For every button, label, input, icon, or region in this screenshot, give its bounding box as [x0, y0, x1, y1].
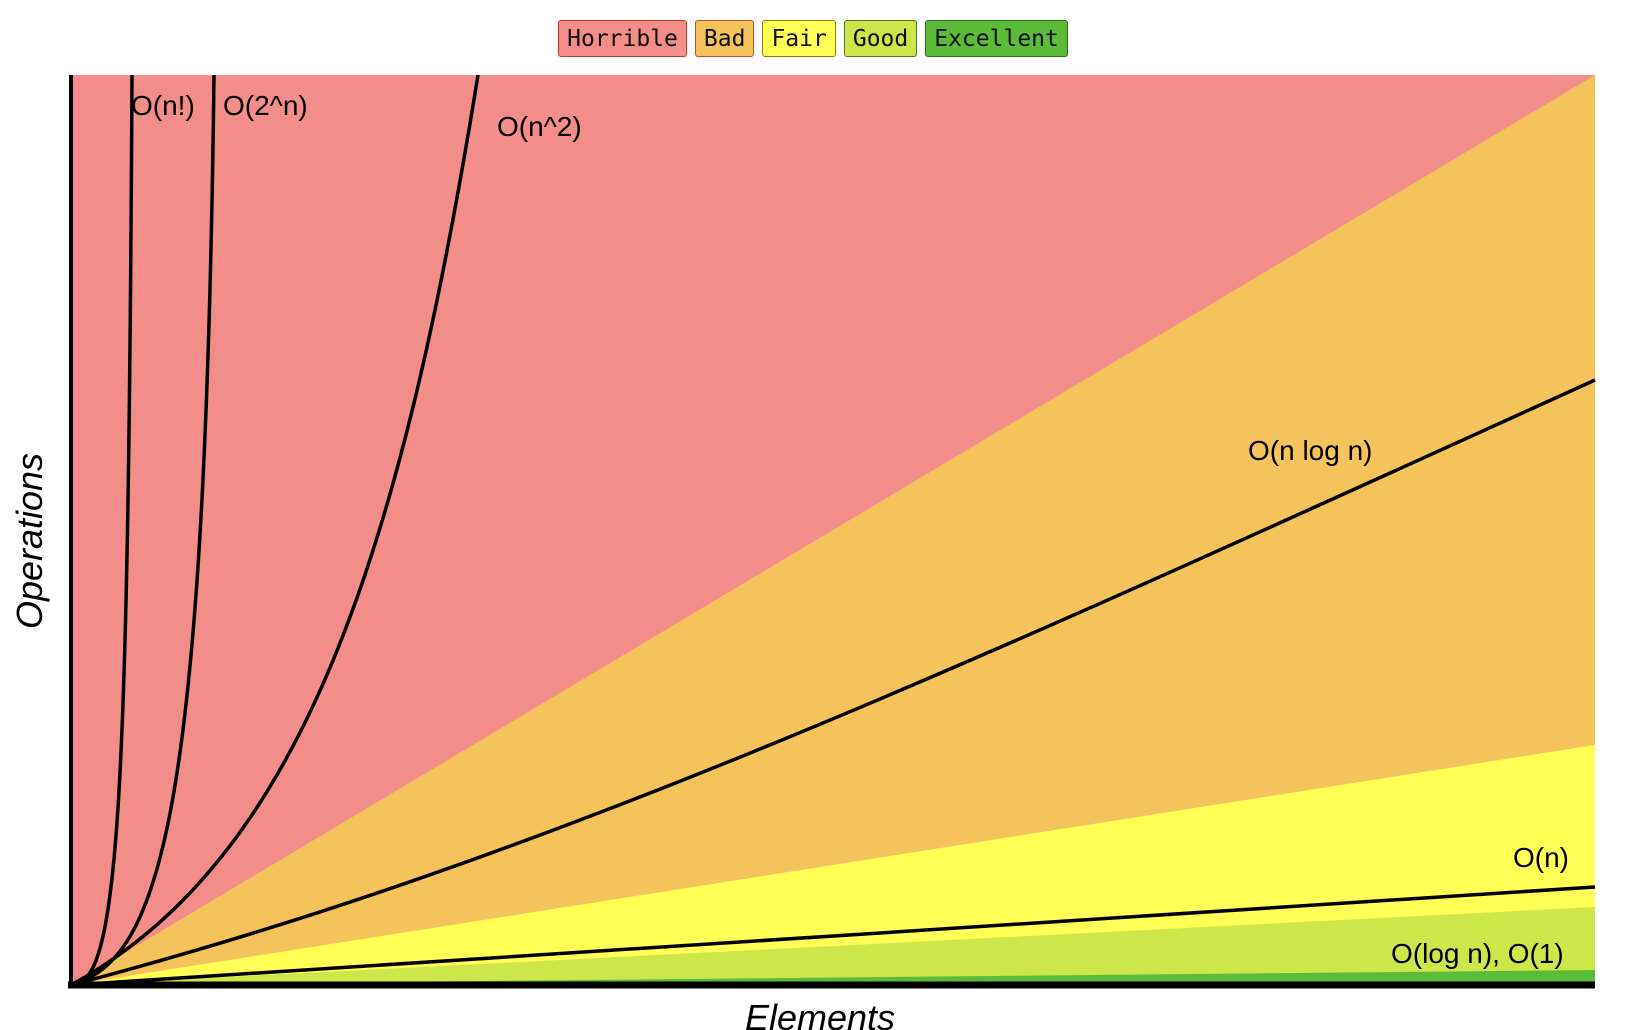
label-o-n-factorial: O(n!): [131, 90, 195, 121]
legend: Horrible Bad Fair Good Excellent: [0, 20, 1626, 57]
complexity-curves: [70, 74, 1596, 987]
curve-o-n: [70, 885, 1596, 987]
region-excellent: [71, 970, 1595, 985]
legend-fair: Fair: [762, 20, 836, 57]
curve-o-n-log-n: [70, 378, 1596, 987]
legend-excellent: Excellent: [925, 20, 1068, 57]
label-o-2-n: O(2^n): [223, 90, 308, 121]
y-axis-label: Operations: [9, 453, 50, 629]
label-o-n-log-n: O(n log n): [1248, 435, 1373, 466]
complexity-regions: [71, 75, 1595, 985]
label-o-log-n-o-1: O(log n), O(1): [1391, 938, 1564, 969]
region-good: [71, 907, 1595, 985]
legend-horrible: Horrible: [558, 20, 687, 57]
curve-o-n-squared: [70, 74, 480, 987]
label-o-n: O(n): [1513, 842, 1569, 873]
legend-good: Good: [843, 20, 918, 57]
region-fair: [71, 745, 1595, 985]
legend-bad: Bad: [694, 20, 755, 57]
x-axis-label: Elements: [745, 997, 895, 1030]
region-bad: [71, 75, 1595, 985]
label-o-n-squared: O(n^2): [497, 111, 582, 142]
